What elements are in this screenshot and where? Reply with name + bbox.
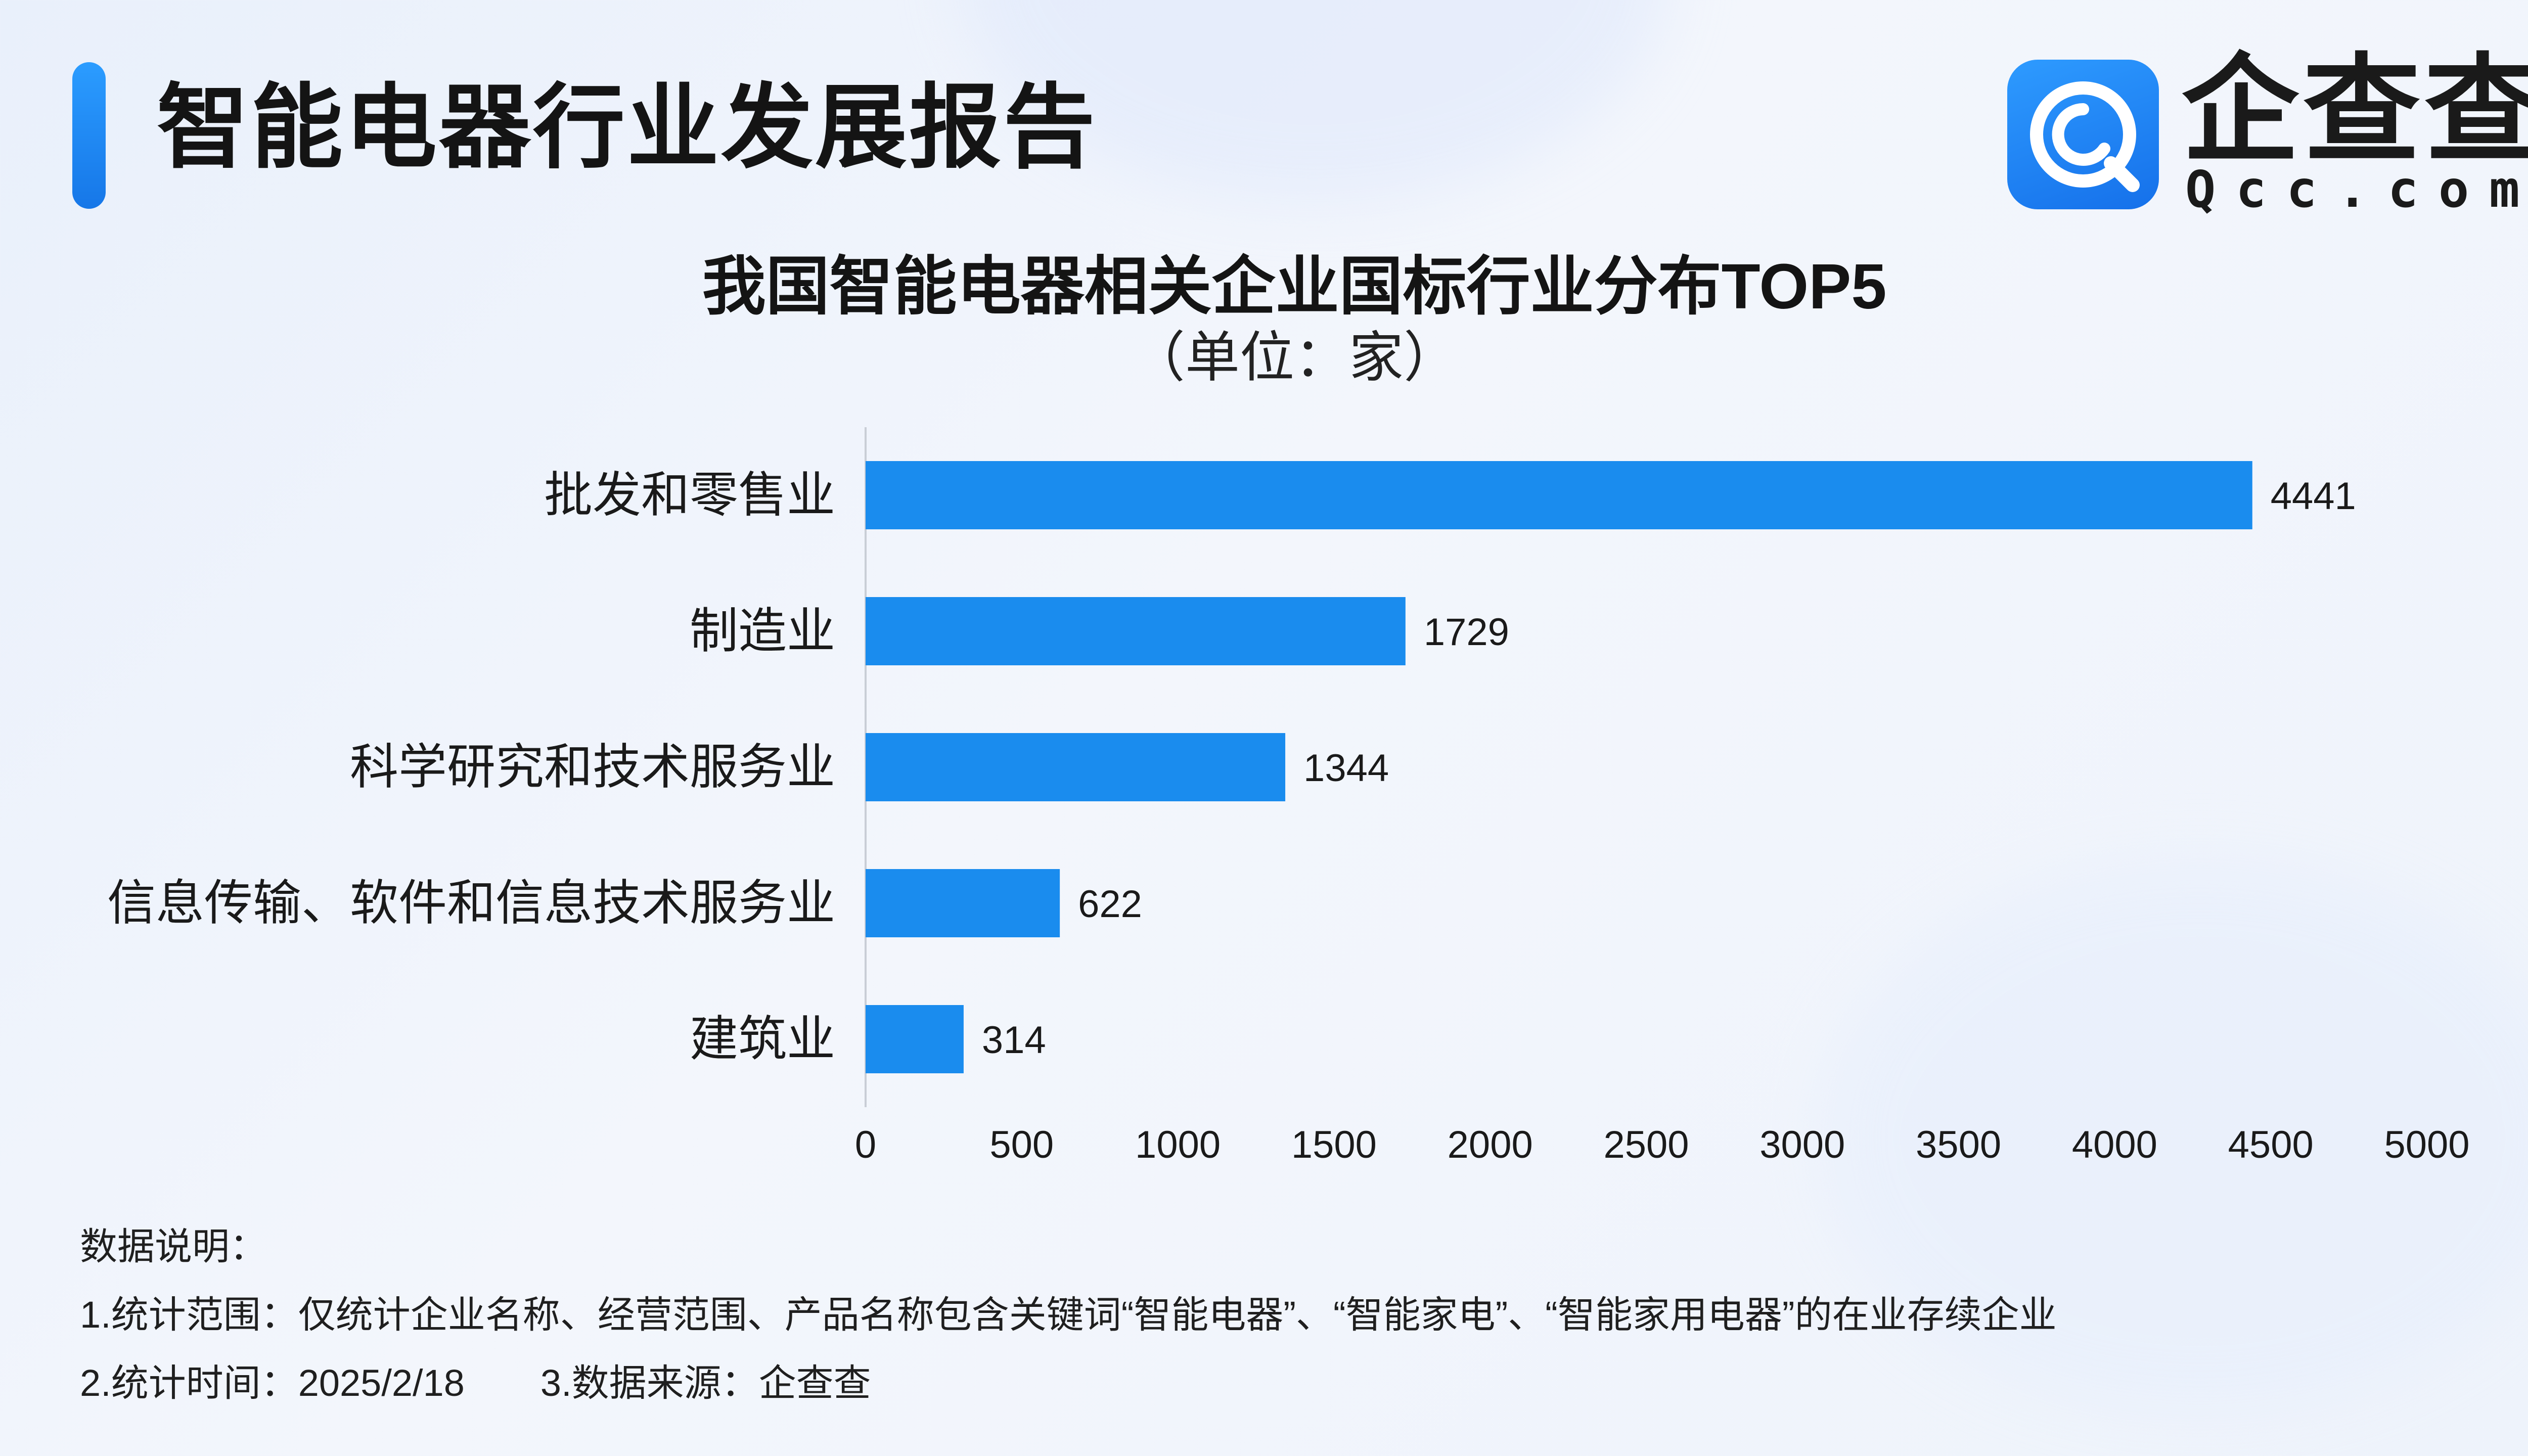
data-label: 4441 [2271,475,2356,518]
x-tick-label: 4000 [2072,1123,2157,1166]
x-tick-label: 1500 [1291,1123,1377,1166]
data-notes: 数据说明： 1.统计范围：仅统计企业名称、经营范围、产品名称包含关键词“智能电器… [80,1212,2057,1417]
bar [866,869,1060,937]
qcc-logo[interactable]: 企查查 Qcc.com [2007,45,2528,219]
qcc-logo-text: 企查查 [2182,45,2528,176]
title-accent-bar [72,62,106,209]
x-tick-label: 3500 [1916,1123,2001,1166]
x-tick-label: 3000 [1759,1123,1845,1166]
qcc-logo-domain: Qcc.com [2185,160,2528,219]
x-tick-label: 4500 [2228,1123,2314,1166]
x-tick-label: 0 [855,1123,876,1166]
data-label: 622 [1078,883,1142,926]
notes-footer: 2.统计时间：2025/2/18 3.数据来源：企查查 [80,1349,2057,1417]
category-label: 信息传输、软件和信息技术服务业 [107,876,835,930]
data-label: 314 [982,1019,1046,1062]
notes-source: 3.数据来源：企查查 [540,1362,871,1404]
qcc-logo-icon [2007,60,2159,209]
notes-scope: 1.统计范围：仅统计企业名称、经营范围、产品名称包含关键词“智能电器”、“智能家… [80,1294,2057,1336]
data-label: 1344 [1303,747,1389,790]
x-tick-label: 1000 [1135,1123,1221,1166]
chart-unit: （单位：家） [1130,327,1458,388]
category-label: 建筑业 [690,1012,835,1066]
category-label: 科学研究和技术服务业 [350,740,835,794]
x-tick-label: 500 [989,1123,1054,1166]
x-tick-label: 5000 [2384,1123,2469,1166]
chart-title: 我国智能电器相关企业国标行业分布TOP5 [702,251,1887,322]
bar [866,597,1406,665]
x-tick-label: 2000 [1448,1123,1533,1166]
bar [866,733,1286,801]
notes-header: 数据说明： [80,1225,267,1267]
report-title: 智能电器行业发展报告 [157,76,1097,179]
category-label: 制造业 [690,604,835,658]
category-label: 批发和零售业 [544,468,835,522]
data-label: 1729 [1424,611,1509,654]
x-tick-label: 2500 [1603,1123,1689,1166]
notes-time: 2.统计时间：2025/2/18 [80,1362,465,1404]
bar-chart: 批发和零售业 4441 制造业 1729 科学研究和技术服务业 1344 信息传输、软件和信… [107,427,2470,1166]
bar [866,461,2252,529]
bar [866,1005,964,1073]
